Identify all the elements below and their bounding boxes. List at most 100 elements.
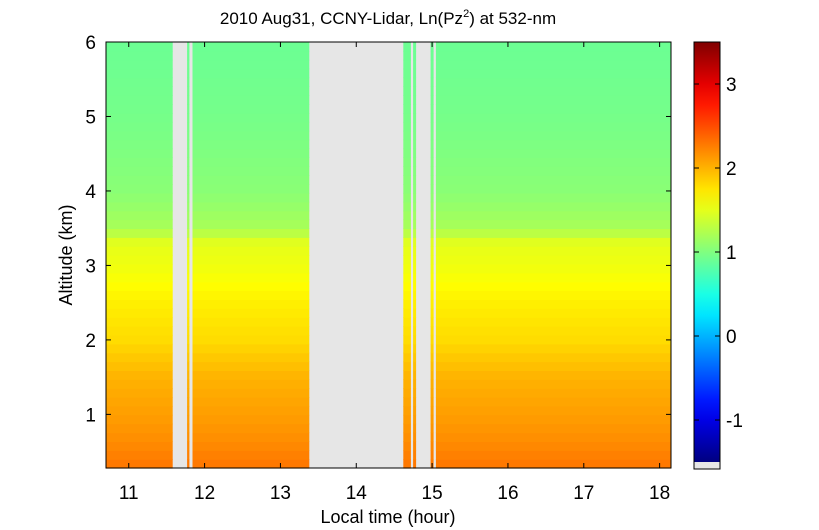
plot-frame — [105, 41, 672, 469]
heatmap-cell — [192, 246, 310, 256]
heatmap-cell — [413, 121, 417, 132]
chart-title: 2010 Aug31, CCNY-Lidar, Ln(Pz2) at 532-n… — [220, 8, 556, 28]
heatmap-cell — [187, 290, 190, 300]
heatmap-cell — [187, 388, 190, 398]
heatmap-cell — [435, 397, 671, 407]
heatmap-cell — [187, 86, 190, 96]
heatmap-cell — [435, 201, 671, 212]
heatmap-cell — [403, 59, 411, 70]
heatmap-cell — [413, 237, 417, 247]
heatmap-cell — [192, 432, 310, 442]
heatmap-cell — [192, 77, 310, 87]
heatmap-cell — [192, 175, 310, 185]
heatmap-cell — [413, 219, 417, 229]
heatmap-cell — [187, 77, 190, 87]
heatmap-cell — [192, 50, 310, 61]
heatmap-cell — [435, 86, 671, 96]
heatmap-cell — [106, 405, 173, 416]
heatmap-cell — [413, 263, 417, 274]
heatmap-cell — [192, 113, 310, 123]
heatmap-cell — [413, 450, 417, 460]
heatmap-cell — [187, 334, 190, 345]
heatmap-cell — [192, 370, 310, 380]
heatmap-cell — [435, 326, 671, 336]
heatmap-cell — [430, 343, 434, 354]
heatmap-cell — [187, 317, 190, 327]
heatmap-cell — [413, 334, 417, 345]
heatmap-cell — [430, 352, 434, 363]
heatmap-cell — [403, 281, 411, 292]
heatmap-cell — [413, 405, 417, 416]
heatmap-cell — [413, 317, 417, 327]
heatmap-cell — [192, 450, 310, 460]
heatmap-cell — [435, 388, 671, 398]
heatmap-cell — [430, 192, 434, 203]
heatmap-cell — [435, 166, 671, 176]
heatmap-cell — [403, 299, 411, 309]
heatmap-cell — [413, 441, 417, 451]
heatmap-cell — [430, 317, 434, 327]
heatmap-cell — [192, 334, 310, 345]
heatmap-cell — [413, 130, 417, 141]
heatmap-cell — [106, 113, 173, 123]
heatmap-cell — [430, 414, 434, 425]
heatmap-cell — [435, 130, 671, 141]
data-segment — [430, 42, 434, 469]
heatmap-cell — [403, 42, 411, 52]
heatmap-cell — [435, 50, 671, 61]
heatmap-cell — [192, 166, 310, 176]
heatmap-cell — [435, 95, 671, 105]
heatmap-cell — [106, 210, 173, 221]
colorbar-missing-swatch — [694, 462, 720, 469]
heatmap-cell — [413, 246, 417, 256]
heatmap-cell — [187, 450, 190, 460]
heatmap-cell — [413, 370, 417, 380]
heatmap-cell — [430, 228, 434, 238]
heatmap-cell — [192, 423, 310, 434]
heatmap-cell — [435, 42, 671, 52]
heatmap-cell — [187, 201, 190, 212]
heatmap-cell — [430, 423, 434, 434]
heatmap-cell — [403, 228, 411, 238]
heatmap-cell — [192, 343, 310, 354]
y-axis-label: Altitude (km) — [56, 204, 76, 305]
heatmap-cell — [106, 423, 173, 434]
heatmap-cell — [106, 450, 173, 460]
heatmap-cell — [192, 201, 310, 212]
heatmap-cell — [106, 361, 173, 371]
heatmap-cell — [187, 379, 190, 389]
heatmap-cell — [430, 130, 434, 141]
heatmap-cell — [430, 308, 434, 318]
heatmap-cell — [430, 272, 434, 283]
heatmap-cell — [430, 334, 434, 345]
heatmap-cell — [435, 148, 671, 158]
heatmap-cell — [106, 86, 173, 96]
heatmap-cell — [187, 263, 190, 274]
heatmap-cell — [187, 272, 190, 283]
heatmap-cell — [430, 219, 434, 229]
heatmap-cell — [430, 59, 434, 70]
heatmap-cell — [187, 157, 190, 167]
heatmap-cell — [187, 192, 190, 203]
heatmap-cell — [187, 210, 190, 221]
heatmap-cell — [413, 414, 417, 425]
heatmap-cell — [435, 246, 671, 256]
heatmap-cell — [430, 68, 434, 79]
heatmap-cell — [106, 459, 173, 469]
heatmap-cell — [430, 397, 434, 407]
heatmap-cell — [435, 121, 671, 132]
heatmap-cell — [435, 77, 671, 87]
heatmap-cell — [403, 343, 411, 354]
heatmap-cell — [430, 263, 434, 274]
heatmap-cell — [403, 201, 411, 212]
heatmap-cell — [435, 192, 671, 203]
x-tick-label: 14 — [346, 483, 368, 504]
heatmap-cell — [435, 290, 671, 300]
heatmap-cell — [106, 370, 173, 380]
heatmap-cell — [192, 290, 310, 300]
heatmap-cell — [413, 86, 417, 96]
heatmap-cell — [430, 139, 434, 150]
heatmap-cell — [106, 157, 173, 167]
heatmap-cell — [413, 59, 417, 70]
heatmap-cell — [187, 175, 190, 185]
